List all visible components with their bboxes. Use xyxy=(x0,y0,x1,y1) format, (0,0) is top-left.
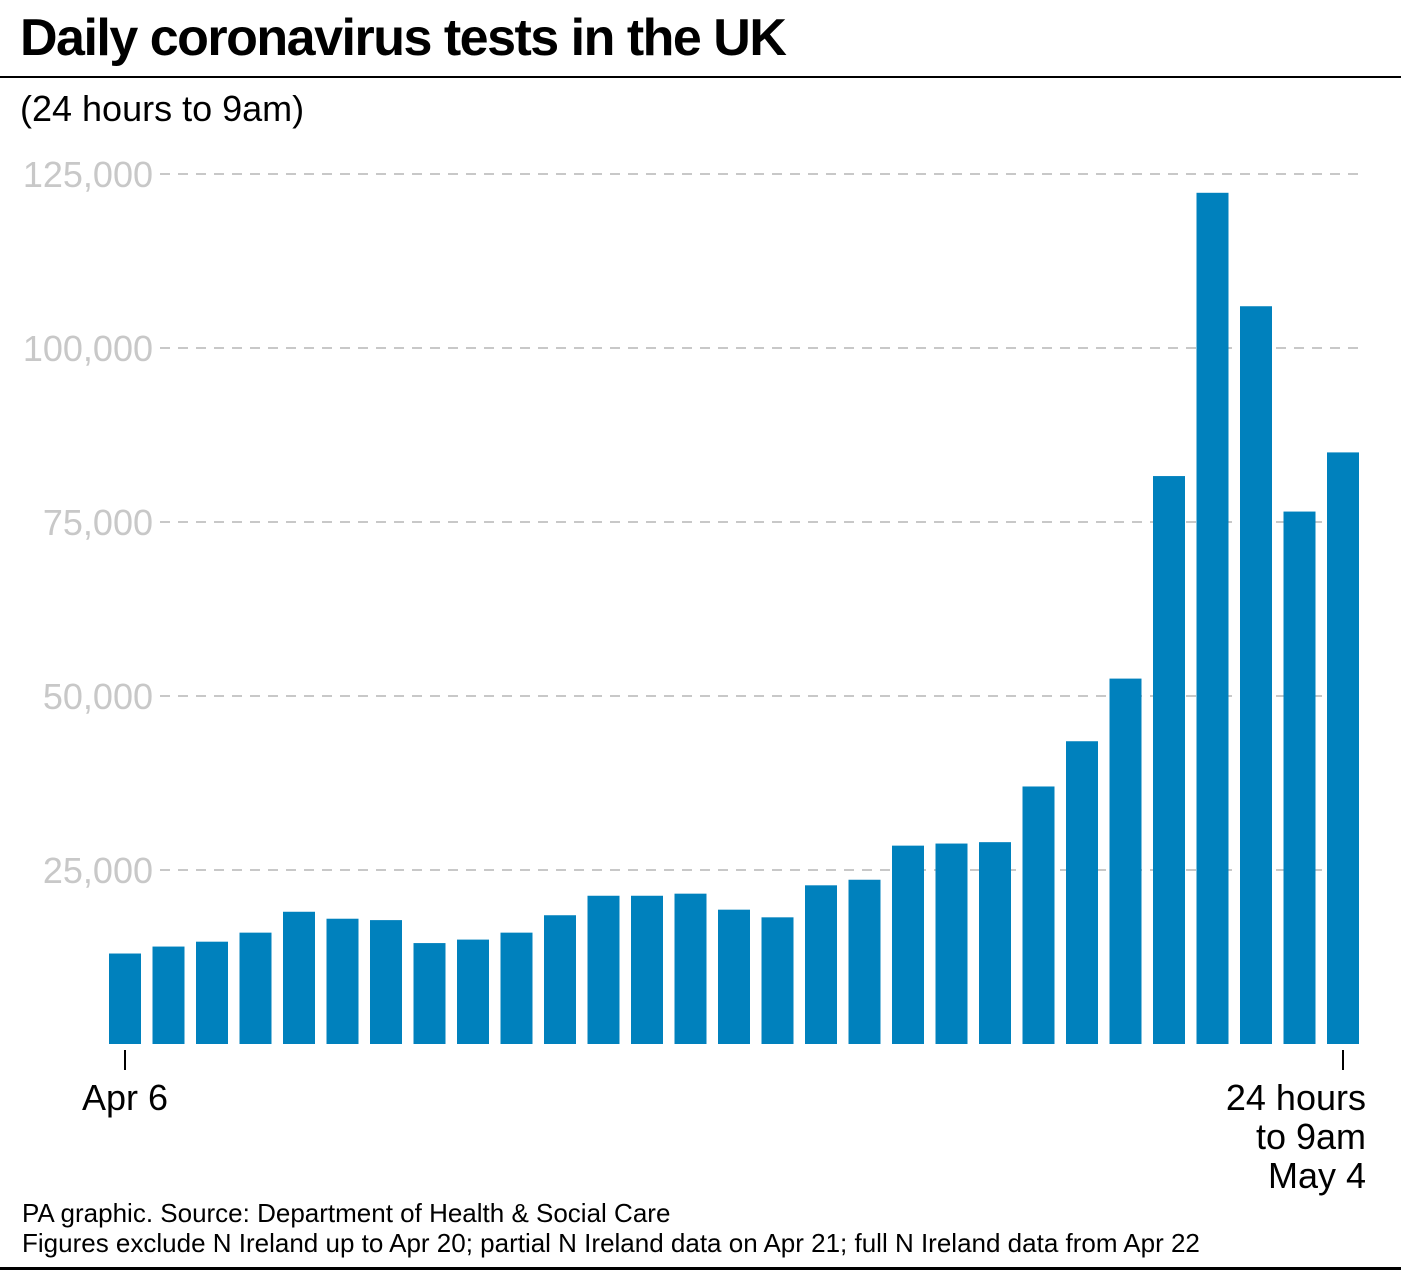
bar xyxy=(152,946,185,1044)
bar xyxy=(631,895,663,1044)
bar xyxy=(805,885,837,1044)
bar-chart: 25,000 50,000 75,000 100,000 125,000 Apr 6 24… xyxy=(23,154,1366,1196)
x-tick-label-first: Apr 6 xyxy=(82,1077,168,1118)
bar xyxy=(1240,306,1272,1044)
chart-subtitle: (24 hours to 9am) xyxy=(20,88,305,129)
bar xyxy=(544,915,576,1044)
title-rule xyxy=(0,76,1401,78)
y-tick-label: 25,000 xyxy=(43,850,153,891)
x-axis: Apr 6 24 hours to 9am May 4 xyxy=(82,1050,1366,1196)
y-tick-label: 125,000 xyxy=(23,154,153,195)
y-tick-label: 100,000 xyxy=(23,328,153,369)
source-note: PA graphic. Source: Department of Health… xyxy=(22,1198,671,1228)
data-note: Figures exclude N Ireland up to Apr 20; … xyxy=(22,1228,1200,1258)
bar xyxy=(848,879,881,1044)
bar xyxy=(979,842,1011,1044)
bar xyxy=(1196,192,1229,1045)
y-axis-ticks: 25,000 50,000 75,000 100,000 125,000 xyxy=(23,154,153,891)
bar xyxy=(196,941,228,1044)
y-tick-label: 50,000 xyxy=(43,676,153,717)
chart-title: Daily coronavirus tests in the UK xyxy=(20,9,787,67)
bar xyxy=(718,909,750,1044)
bar xyxy=(1109,678,1142,1044)
bar xyxy=(1283,511,1316,1044)
bar xyxy=(892,845,924,1044)
bottom-rule xyxy=(0,1267,1401,1270)
grid-lines xyxy=(160,173,1365,871)
bar xyxy=(761,917,794,1044)
bar xyxy=(326,918,359,1044)
bar xyxy=(935,843,968,1044)
bar xyxy=(1066,741,1098,1044)
bar xyxy=(1153,476,1185,1045)
bar xyxy=(457,939,489,1044)
bar xyxy=(1327,452,1359,1044)
bar xyxy=(109,953,141,1044)
bar xyxy=(674,893,707,1044)
y-tick-label: 75,000 xyxy=(43,502,153,543)
bar xyxy=(1022,786,1055,1044)
bars xyxy=(109,192,1359,1045)
bar xyxy=(587,895,620,1044)
bar xyxy=(500,932,533,1044)
x-tick-label-last: 24 hours to 9am May 4 xyxy=(1226,1077,1366,1196)
bar xyxy=(413,943,446,1044)
bar xyxy=(370,920,402,1044)
bar xyxy=(239,932,272,1044)
bar xyxy=(283,911,315,1044)
